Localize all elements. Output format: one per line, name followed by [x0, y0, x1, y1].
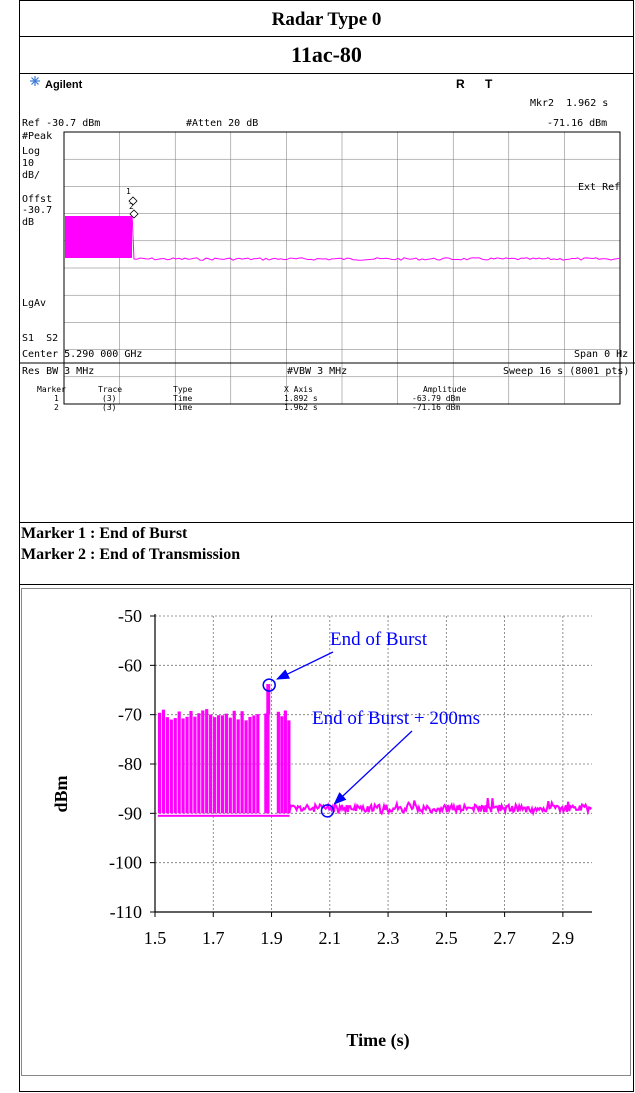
table-cell: Time [173, 394, 193, 403]
marker1-note: Marker 1 : End of Burst [21, 525, 188, 542]
ext-ref-label: Ext Ref [578, 182, 621, 193]
span: Span 0 Hz [574, 349, 629, 360]
analyzer-marker-1 [128, 196, 138, 206]
analyzer-burst-block [65, 216, 132, 258]
s1s2-label: S1 S2 [22, 333, 59, 344]
table-cell: (3) [102, 403, 117, 412]
ref-level: Ref -30.7 dBm [22, 118, 101, 129]
table-header: Type [173, 385, 193, 394]
marker2-note: Marker 2 : End of Transmission [21, 546, 241, 563]
analyzer-logo-icon [30, 76, 40, 86]
table-cell: 2 [54, 403, 59, 412]
video-bandwidth: #VBW 3 MHz [287, 366, 348, 377]
marker-label-2: 2 [129, 202, 134, 211]
center-frequency: Center 5.290 000 GHz [22, 349, 143, 360]
marker-readout-time: Mkr2 1.962 s [530, 98, 609, 109]
divider [20, 584, 633, 585]
table-header: Amplitude [423, 385, 467, 394]
sweep-time: Sweep 16 s (8001 pts) [503, 366, 630, 377]
resolution-bandwidth: Res BW 3 MHz [22, 366, 95, 377]
analyzer-screen [20, 76, 635, 405]
analyzer-trace [131, 212, 621, 261]
analyzer-brand: Agilent [45, 79, 83, 91]
analyzer-gridlines [64, 132, 620, 404]
attenuation: #Atten 20 dB [186, 118, 259, 129]
table-cell: Time [173, 403, 193, 412]
analyzer-status-t: T [485, 77, 493, 91]
marker-readout-amplitude: -71.16 dBm [547, 118, 608, 129]
scale-label-3: dB/ [22, 170, 41, 181]
page-title: Radar Type 0 [271, 9, 382, 30]
lgav-label: LgAv [22, 298, 47, 309]
marker-label-1: 1 [126, 187, 131, 196]
table-cell: -63.79 dBm [412, 394, 461, 403]
report-frame: Radar Type 0 11ac-80 [19, 0, 634, 1092]
analyzer-marker-2 [129, 209, 139, 219]
scale-label-5: -30.7 [22, 205, 53, 216]
divider [20, 73, 633, 74]
divider [20, 522, 633, 523]
marker-table: Marker Trace Type X Axis Amplitude 1 (3)… [0, 381, 635, 441]
table-cell: -71.16 dBm [412, 403, 461, 412]
scale-label-6: dB [22, 217, 35, 228]
table-cell: 1 [54, 394, 59, 403]
table-header: X Axis [284, 385, 313, 394]
scale-label-1: Log [22, 146, 41, 157]
table-header: Marker [37, 385, 66, 394]
table-cell: (3) [102, 394, 117, 403]
table-header: Trace [98, 385, 123, 394]
divider [20, 36, 633, 37]
table-cell: 1.892 s [284, 394, 318, 403]
scale-label-2: 10 [22, 158, 35, 169]
table-cell: 1.962 s [284, 403, 318, 412]
scale-label-0: #Peak [22, 131, 53, 142]
analyzer-status-r: R [456, 77, 465, 91]
scale-label-4: Offst [22, 194, 53, 205]
page-subtitle: 11ac-80 [291, 42, 362, 67]
chart-frame [21, 588, 631, 1076]
